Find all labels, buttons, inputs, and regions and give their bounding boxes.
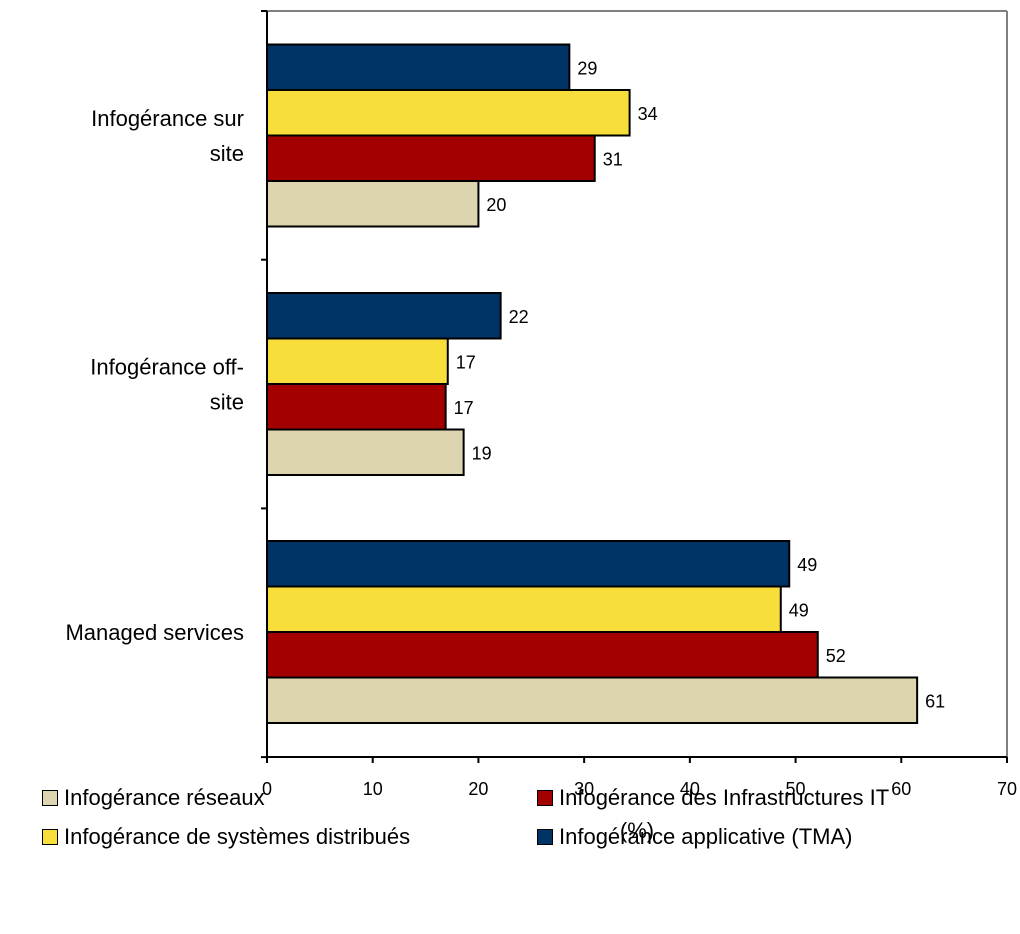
category-label: site — [210, 141, 244, 166]
x-tick-label: 20 — [468, 779, 488, 799]
legend-item-systemes-distribues: Infogérance de systèmes distribués — [42, 824, 410, 850]
bar — [266, 134, 596, 182]
data-label: 20 — [486, 195, 506, 215]
bar — [266, 540, 791, 588]
x-tick-label: 10 — [363, 779, 383, 799]
data-label: 17 — [454, 398, 474, 418]
x-tick-label: 50 — [786, 779, 806, 799]
bar — [266, 631, 819, 679]
data-label: 34 — [638, 104, 658, 124]
data-label: 49 — [789, 600, 809, 620]
legend-item-reseaux: Infogérance réseaux — [42, 785, 265, 811]
legend-swatch-systemes-distribues — [42, 829, 58, 845]
x-tick-label: 40 — [680, 779, 700, 799]
bar — [266, 337, 449, 385]
bar — [266, 383, 447, 431]
legend-label-infrastructures: Infogérance des Infrastructures IT — [559, 785, 890, 810]
x-tick-label: 70 — [997, 779, 1017, 799]
x-tick-label: 30 — [574, 779, 594, 799]
category-label: site — [210, 390, 244, 415]
bar — [266, 585, 782, 633]
legend-swatch-reseaux — [42, 790, 58, 806]
data-label: 17 — [456, 352, 476, 372]
data-label: 22 — [509, 307, 529, 327]
legend-swatch-applicative — [537, 829, 553, 845]
category-label: Managed services — [65, 620, 244, 645]
bar — [266, 89, 631, 137]
bar — [266, 428, 465, 476]
data-label: 29 — [577, 58, 597, 78]
data-label: 19 — [472, 443, 492, 463]
bar — [266, 676, 919, 724]
data-label: 31 — [603, 149, 623, 169]
legend-label-systemes-distribues: Infogérance de systèmes distribués — [64, 824, 411, 849]
category-label: Infogérance sur — [91, 106, 244, 131]
bar — [266, 43, 571, 91]
x-tick-label: 60 — [891, 779, 911, 799]
x-tick-label: 0 — [262, 779, 272, 799]
data-label: 49 — [797, 555, 817, 575]
legend-swatch-infrastructures — [537, 790, 553, 806]
legend-label-applicative: Infogérance applicative (TMA) — [559, 824, 853, 849]
data-label: 52 — [826, 646, 846, 666]
legend-item-infrastructures: Infogérance des Infrastructures IT — [537, 785, 889, 811]
data-label: 61 — [925, 691, 945, 711]
x-axis-title: (%) — [620, 818, 654, 843]
category-label: Infogérance off- — [90, 355, 244, 380]
legend-label-reseaux: Infogérance réseaux — [64, 785, 265, 810]
bar — [266, 180, 480, 228]
legend-item-applicative: Infogérance applicative (TMA) — [537, 824, 852, 850]
bar — [266, 292, 502, 340]
